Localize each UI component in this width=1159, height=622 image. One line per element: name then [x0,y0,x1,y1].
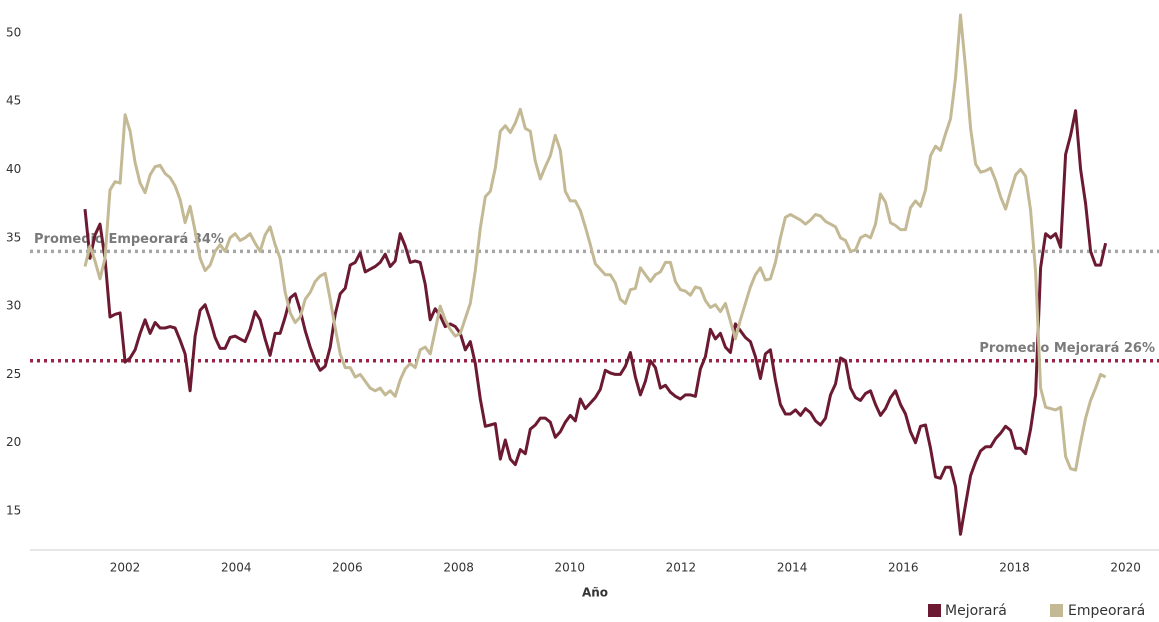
x-tick-label: 2018 [999,561,1030,575]
legend-label: Mejorará [945,603,1007,619]
x-tick-label: 2014 [777,561,808,575]
legend-swatch [1050,604,1063,617]
x-tick-label: 2004 [221,561,252,575]
x-tick-label: 2002 [110,561,141,575]
y-tick-label: 35 [6,230,21,244]
y-tick-label: 20 [6,435,21,449]
y-tick-label: 30 [6,299,21,313]
y-tick-label: 40 [6,162,21,176]
series-line [83,109,1108,536]
y-tick-label: 45 [6,94,21,108]
legend-swatch [928,604,941,617]
reference-label: Promedio Mejorará 26% [979,341,1155,356]
y-tick-label: 15 [6,504,21,518]
y-tick-label: 50 [6,25,21,39]
x-tick-label: 2020 [1110,561,1141,575]
y-tick-label: 25 [6,367,21,381]
x-tick-label: 2010 [554,561,585,575]
x-tick-label: 2008 [443,561,474,575]
series-line [83,13,1107,472]
x-tick-label: 2016 [888,561,919,575]
x-tick-label: 2012 [666,561,697,575]
reference-label: Promedio Empeorará 34% [34,232,224,247]
legend-label: Empeorará [1068,603,1145,619]
x-axis-title: Año [582,586,608,600]
x-tick-label: 2006 [332,561,363,575]
